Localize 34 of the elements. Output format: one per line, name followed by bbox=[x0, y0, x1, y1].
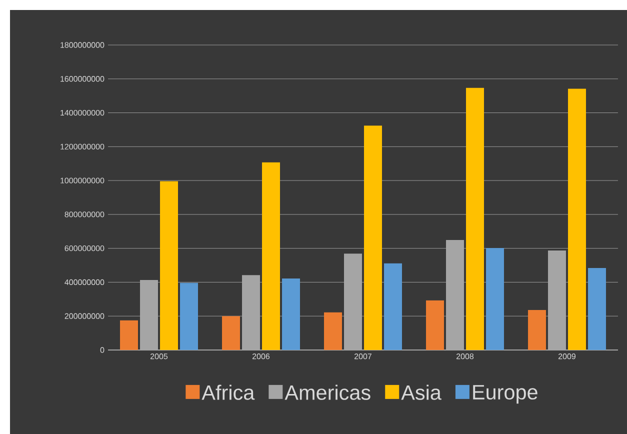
bar bbox=[528, 310, 546, 350]
legend-label: Asia bbox=[401, 384, 442, 400]
bar bbox=[588, 268, 606, 350]
y-tick-label: 1800000000 bbox=[60, 42, 104, 48]
x-tick-label: 2008 bbox=[456, 354, 474, 360]
bar bbox=[282, 278, 300, 350]
bar bbox=[364, 126, 382, 350]
bar bbox=[160, 181, 178, 350]
legend-label: Africa bbox=[202, 384, 255, 400]
x-tick-label: 2006 bbox=[252, 354, 270, 360]
bar bbox=[486, 248, 504, 350]
x-tick-label: 2009 bbox=[558, 354, 576, 360]
bar bbox=[180, 282, 198, 350]
bar bbox=[324, 312, 342, 350]
bar bbox=[568, 88, 586, 350]
y-tick-label: 200000000 bbox=[64, 313, 104, 319]
y-tick-label: 400000000 bbox=[64, 279, 104, 286]
y-tick-label: 1600000000 bbox=[60, 76, 104, 82]
y-tick-label: 800000000 bbox=[64, 212, 104, 218]
y-tick-label: 600000000 bbox=[64, 245, 104, 252]
bar bbox=[426, 300, 444, 350]
bar bbox=[384, 263, 402, 350]
bar bbox=[262, 162, 280, 350]
legend-label: Americas bbox=[284, 384, 370, 400]
x-tick-label: 2005 bbox=[150, 354, 168, 360]
y-tick-label: 1400000000 bbox=[60, 110, 104, 116]
x-tick-label: 2007 bbox=[354, 354, 372, 360]
y-tick-label: 1200000000 bbox=[60, 144, 104, 150]
y-tick-label: 0 bbox=[100, 347, 104, 353]
y-tick-label: 1000000000 bbox=[60, 178, 104, 184]
bar bbox=[222, 316, 240, 350]
bar bbox=[466, 88, 484, 350]
bar bbox=[120, 320, 138, 350]
legend-label: Europe bbox=[473, 385, 538, 404]
